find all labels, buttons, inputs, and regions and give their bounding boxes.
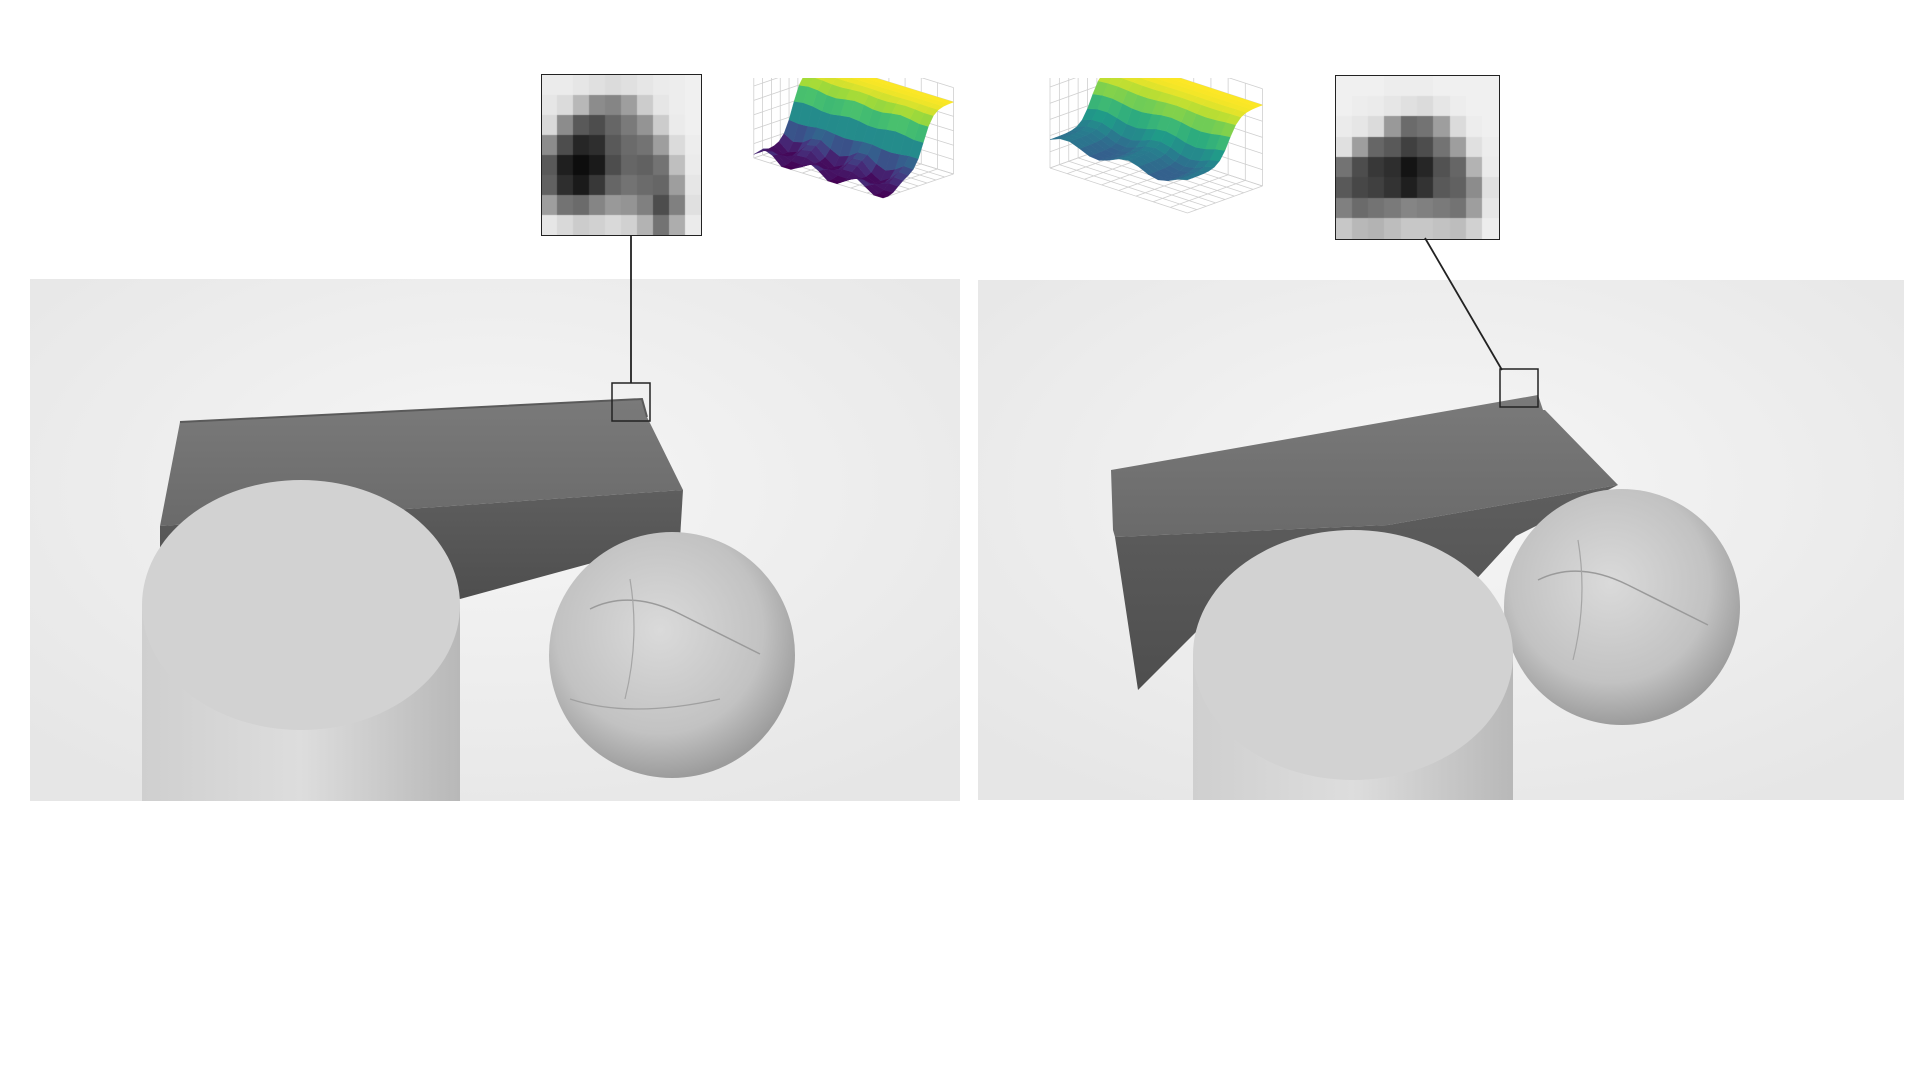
left-surface-plot <box>735 47 970 238</box>
left-zoom-patch <box>541 74 702 236</box>
grid-line <box>882 173 954 199</box>
right-surface-plot <box>1030 43 1280 258</box>
paper-sphere <box>549 532 795 778</box>
grid-line <box>753 157 884 199</box>
grid-line <box>1187 185 1263 214</box>
right-scene-drawing <box>978 280 1904 800</box>
left-photo <box>30 279 960 801</box>
paper-sphere <box>1504 489 1740 725</box>
paper-cylinder <box>1193 530 1513 800</box>
grid-line <box>1170 179 1246 208</box>
paper-cylinder <box>142 480 460 801</box>
right-zoom-patch <box>1335 75 1500 240</box>
right-photo <box>978 280 1904 800</box>
grid-line <box>1152 174 1229 203</box>
left-scene-drawing <box>30 279 960 801</box>
